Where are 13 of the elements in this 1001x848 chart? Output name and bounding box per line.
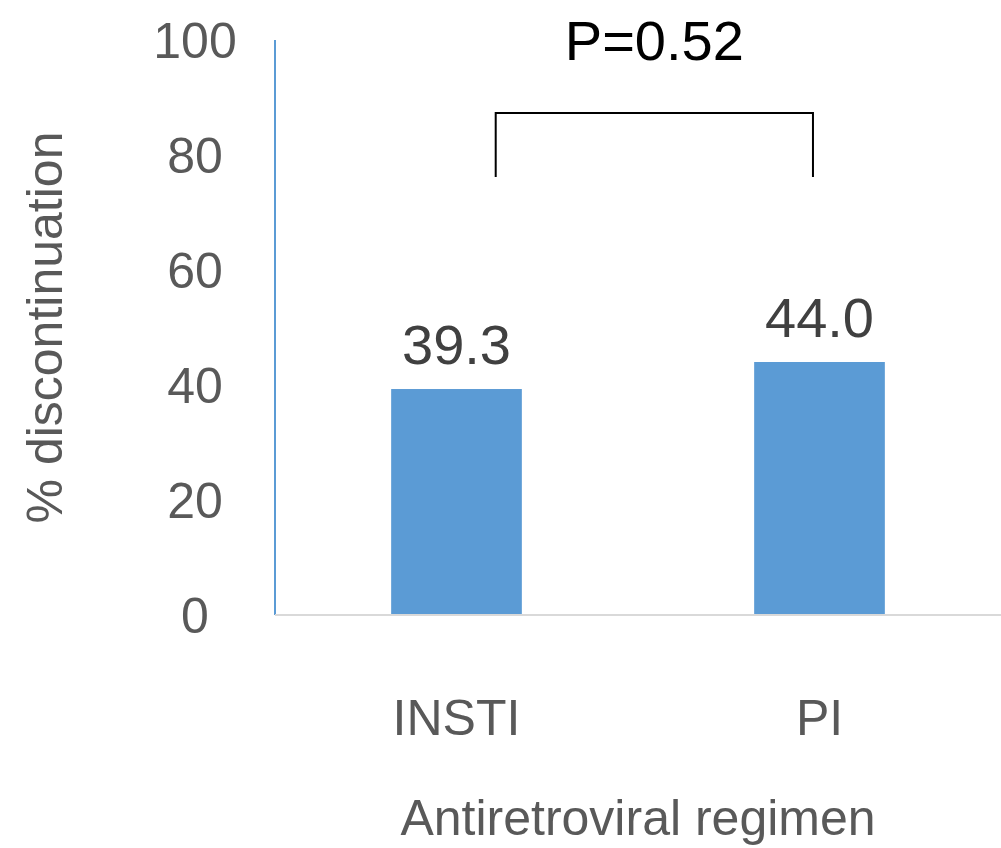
x-axis-title: Antiretroviral regimen: [400, 790, 876, 846]
data-label: 44.0: [765, 286, 874, 349]
y-axis-title: % discontinuation: [17, 131, 73, 524]
y-tick-label: 0: [181, 587, 209, 644]
annotation: P=0.52: [564, 9, 744, 72]
x-tick-label: PI: [795, 690, 844, 746]
y-tick-label: 80: [167, 127, 223, 184]
data-label: 39.3: [402, 313, 511, 377]
y-tick-label: 60: [167, 242, 223, 299]
y-tick-label: 20: [167, 472, 223, 529]
y-tick-label: 40: [167, 357, 223, 414]
y-tick-label: 100: [153, 12, 237, 69]
x-tick-label: INSTI: [392, 690, 521, 746]
